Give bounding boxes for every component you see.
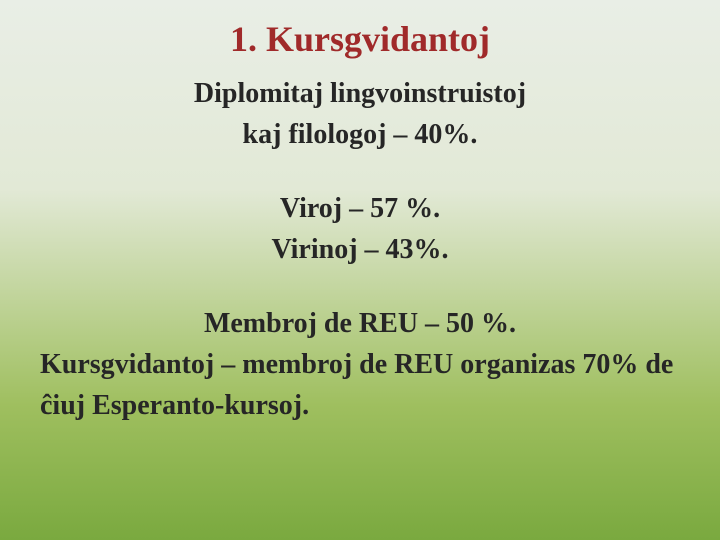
slide-title: 1. Kursgvidantoj [40, 18, 680, 60]
blank-spacer [40, 155, 680, 189]
body-line-6: Kursgvidantoj – membroj de REU organizas… [40, 345, 680, 426]
body-line-4: Virinoj – 43%. [40, 230, 680, 271]
body-line-5: Membroj de REU – 50 %. [40, 304, 680, 345]
slide: 1. Kursgvidantoj Diplomitaj lingvoinstru… [0, 0, 720, 540]
body-line-1: Diplomitaj lingvoinstruistoj [40, 74, 680, 115]
body-line-2: kaj filologoj – 40%. [40, 115, 680, 156]
body-line-3: Viroj – 57 %. [40, 189, 680, 230]
blank-spacer [40, 270, 680, 304]
